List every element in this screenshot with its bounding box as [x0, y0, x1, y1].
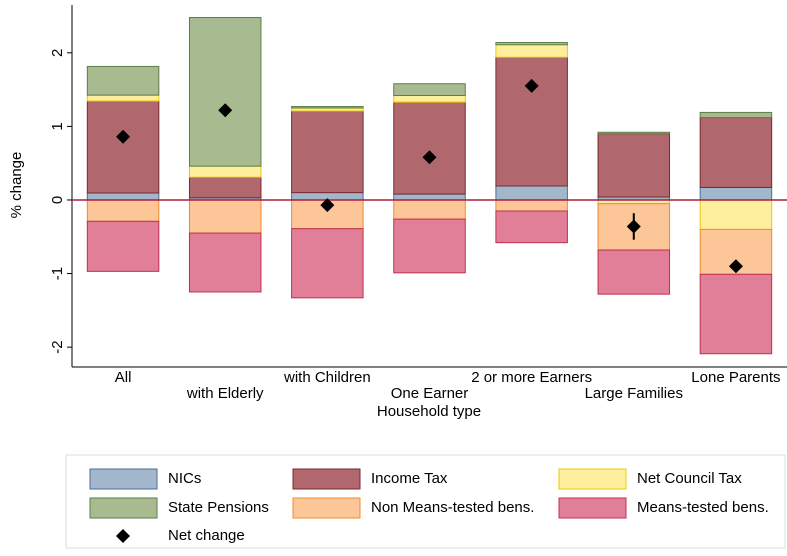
y-tick-label: 2	[49, 49, 66, 57]
bar-segment	[291, 228, 364, 299]
legend-label: Net change	[168, 527, 245, 544]
bar-segment	[699, 199, 773, 230]
legend-label: State Pensions	[168, 499, 269, 516]
net-marker	[728, 259, 743, 274]
bar-segment	[393, 95, 466, 103]
bar-segment	[597, 131, 671, 135]
y-tick-label: 1	[49, 122, 66, 130]
net-marker	[422, 150, 437, 165]
legend-swatch	[292, 497, 361, 519]
bar-segment	[188, 165, 262, 178]
legend-marker	[116, 529, 130, 543]
bar-segment	[699, 273, 773, 355]
bar-segment	[699, 117, 773, 188]
bar-segment	[495, 185, 568, 201]
legend-swatch	[89, 497, 158, 519]
x-tick-label: One Earner	[391, 385, 469, 402]
legend-label: Income Tax	[371, 470, 448, 487]
bar-segment	[86, 192, 160, 201]
y-tick-label: -1	[49, 267, 66, 280]
bar-segment	[495, 42, 568, 46]
bar-segment	[393, 83, 466, 97]
net-marker	[626, 219, 641, 234]
bar-segment	[393, 193, 466, 201]
bar-segment	[699, 111, 773, 119]
x-tick-label: with Children	[283, 369, 371, 386]
bar-segment	[86, 199, 160, 222]
x-tick-label: Large Families	[585, 385, 683, 402]
x-tick-label: 2 or more Earners	[471, 369, 592, 386]
legend-swatch	[292, 468, 361, 490]
legend-swatch	[89, 468, 158, 490]
bar-segment	[393, 218, 466, 274]
y-axis-title: % change	[8, 152, 25, 219]
bar-segment	[699, 186, 773, 201]
legend-label: NICs	[168, 470, 201, 487]
x-tick-label: Lone Parents	[691, 369, 780, 386]
bar-segment	[495, 56, 568, 187]
net-marker	[524, 78, 539, 93]
bar-segment	[291, 106, 364, 109]
bar-segment	[86, 220, 160, 272]
bar-segment	[188, 199, 262, 234]
legend-label: Net Council Tax	[637, 470, 742, 487]
x-axis-title: Household type	[377, 403, 481, 420]
net-marker	[320, 198, 335, 213]
net-marker	[116, 129, 131, 144]
bar-segment	[597, 249, 671, 295]
legend-label: Means-tested bens.	[637, 499, 769, 516]
bar-segment	[495, 199, 568, 212]
y-tick-label: 0	[49, 196, 66, 204]
legend-label: Non Means-tested bens.	[371, 499, 534, 516]
bar-segment	[86, 100, 160, 194]
bar-segment	[393, 199, 466, 220]
bar-segment	[188, 176, 262, 199]
net-marker	[218, 103, 233, 118]
bar-segment	[188, 232, 262, 293]
bar-segment	[188, 17, 262, 167]
y-tick-label: -2	[49, 340, 66, 353]
bar-segment	[86, 94, 160, 102]
legend-swatch	[558, 497, 627, 519]
bar-segment	[495, 210, 568, 244]
legend-swatch	[558, 468, 627, 490]
bar-segment	[393, 101, 466, 195]
bar-segment	[291, 110, 364, 194]
bar-segment	[86, 65, 160, 96]
legend-box	[65, 454, 786, 549]
x-tick-label: All	[115, 369, 132, 386]
x-tick-label: with Elderly	[186, 385, 264, 402]
bar-segment	[597, 133, 671, 198]
bar-segment	[495, 44, 568, 58]
